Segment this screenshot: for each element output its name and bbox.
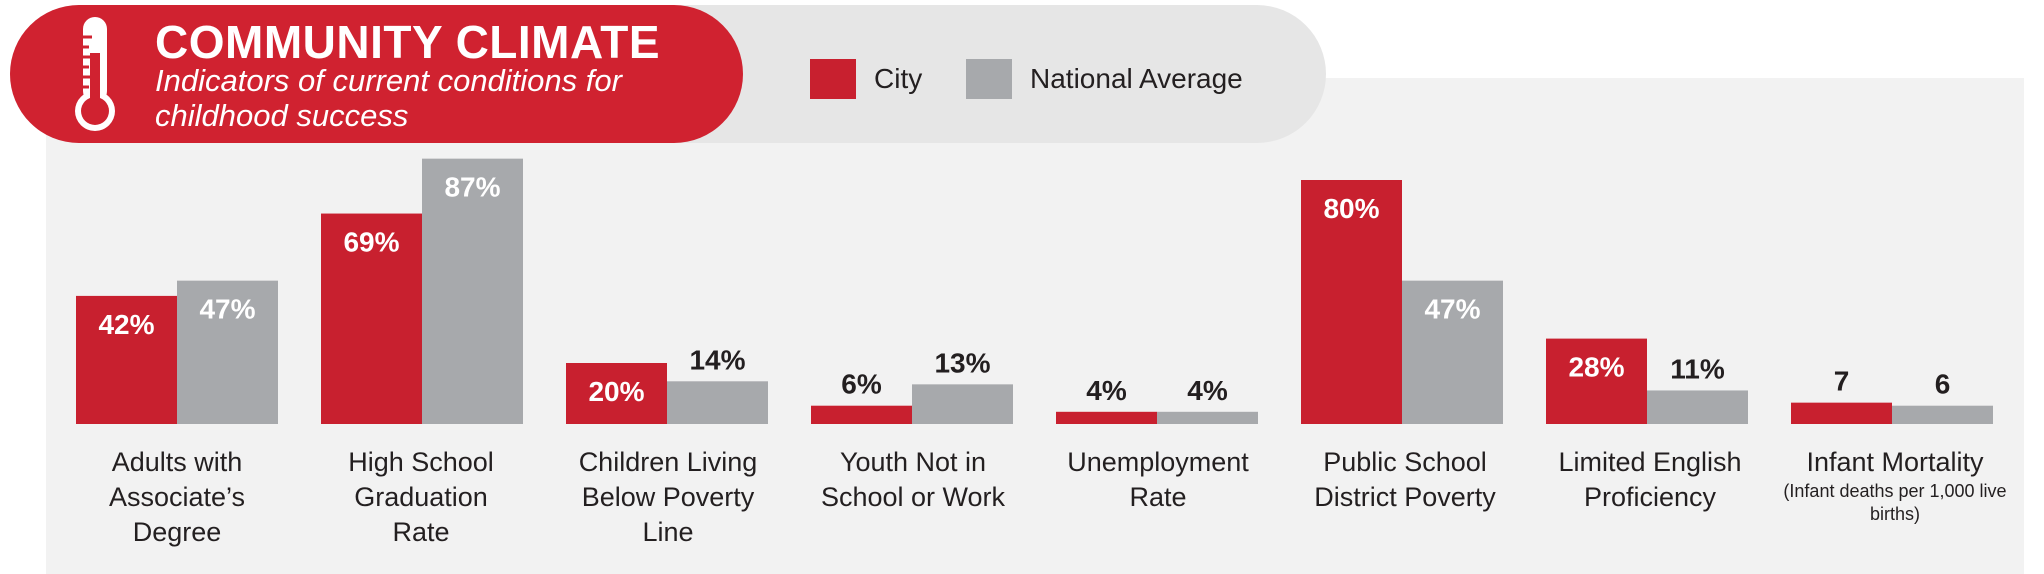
national-value-label-6: 11%	[1670, 353, 1725, 384]
legend-swatch-national	[966, 59, 1012, 99]
national-value-label-0: 47%	[199, 294, 255, 325]
city-value-label-2: 20%	[588, 376, 644, 407]
category-label-3: Youth Not in School or Work	[820, 447, 1006, 512]
thermometer-icon	[75, 17, 115, 131]
city-value-label-4: 4%	[1086, 375, 1127, 406]
national-value-label-1: 87%	[444, 172, 500, 203]
city-bar-6	[1546, 338, 1647, 424]
header-banner: COMMUNITY CLIMATE Indicators of current …	[10, 5, 743, 143]
city-value-label-7: 7	[1834, 366, 1850, 397]
national-bar-6	[1647, 390, 1748, 424]
city-value-label-5: 80%	[1323, 193, 1379, 224]
category-label-1: High School Graduation Rate	[348, 447, 494, 547]
legend-item-city: City	[810, 59, 922, 99]
category-note-7: (Infant deaths per 1,000 live births)	[1783, 481, 2007, 524]
legend-item-national: National Average	[966, 59, 1243, 99]
national-bar-3	[912, 384, 1013, 424]
category-label-0: Adults with Associate’s Degree	[108, 447, 246, 547]
category-label-7: Infant Mortality (Infant deaths per 1,000…	[1765, 445, 2025, 526]
city-bar-0	[76, 295, 177, 424]
city-bar-1	[321, 213, 422, 424]
city-value-label-3: 6%	[841, 369, 882, 400]
page-subtitle: Indicators of current conditions for chi…	[155, 63, 622, 133]
category-label-4: Unemployment Rate	[1067, 447, 1249, 512]
page-title: COMMUNITY CLIMATE	[155, 16, 661, 68]
national-bar-0	[177, 280, 278, 424]
category-label-5: Public School District Poverty	[1314, 447, 1496, 512]
city-value-label-0: 42%	[98, 309, 154, 340]
category-label-2: Children Living Below Poverty Line	[578, 447, 758, 547]
legend-label-city: City	[874, 63, 923, 94]
national-bar-7	[1892, 405, 1993, 424]
national-value-label-2: 14%	[689, 344, 745, 375]
national-value-label-7: 6	[1935, 369, 1951, 400]
national-bar-1	[422, 158, 523, 424]
city-value-label-6: 28%	[1568, 352, 1624, 383]
city-bar-7	[1791, 402, 1892, 424]
city-bar-4	[1056, 411, 1157, 424]
legend-swatch-city	[810, 59, 856, 99]
national-value-label-5: 47%	[1424, 294, 1480, 325]
legend-label-national: National Average	[1030, 63, 1243, 94]
national-value-label-4: 4%	[1187, 375, 1228, 406]
city-bar-2	[566, 363, 667, 424]
city-bar-5	[1301, 180, 1402, 424]
national-value-label-3: 13%	[934, 347, 990, 378]
city-value-label-1: 69%	[343, 227, 399, 258]
national-bar-2	[667, 381, 768, 424]
national-bar-4	[1157, 411, 1258, 424]
category-label-6: Limited English Proficiency	[1558, 447, 1742, 512]
national-bar-5	[1402, 280, 1503, 424]
city-bar-3	[811, 405, 912, 424]
